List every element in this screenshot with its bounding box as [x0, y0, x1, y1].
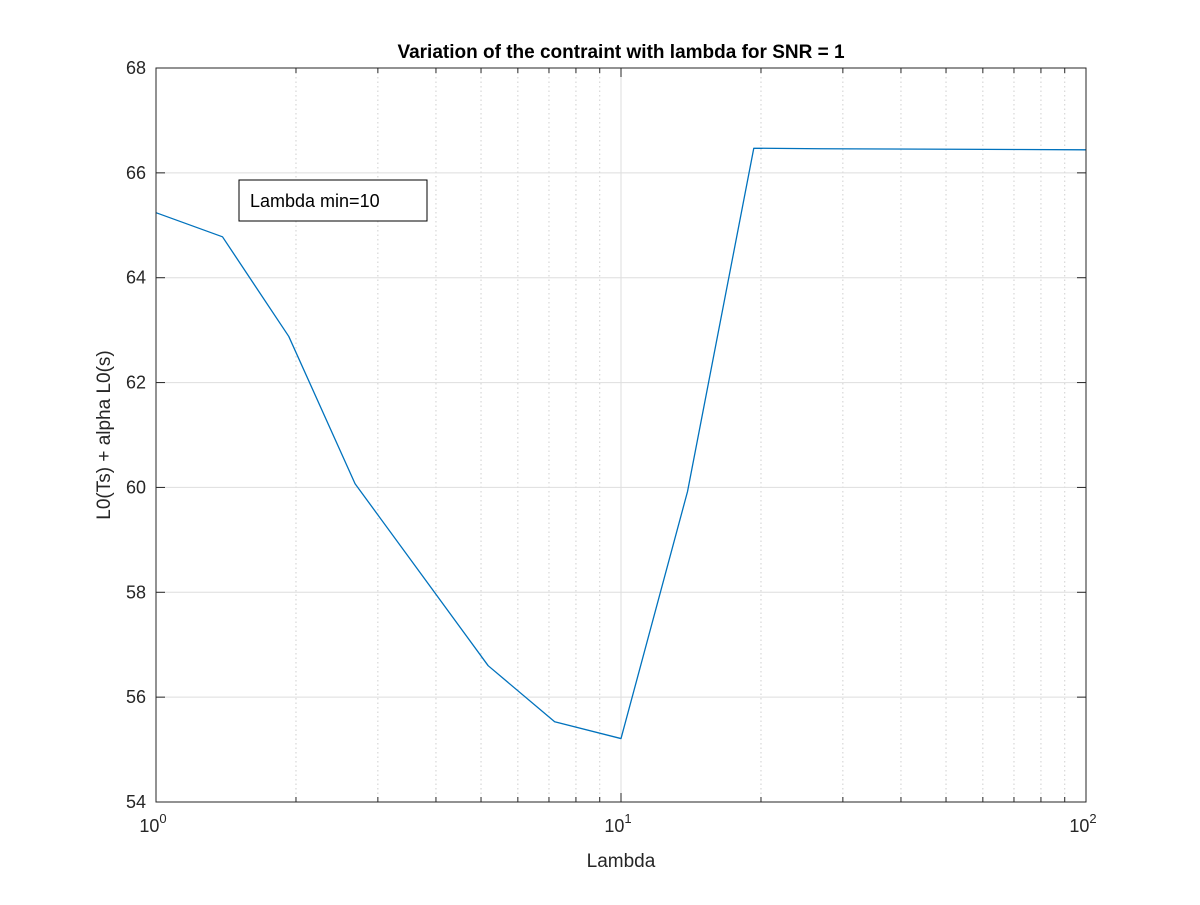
series-layer: [155, 147, 1087, 740]
y-axis-label: L0(Ts) + alpha L0(s): [94, 350, 115, 520]
series-line: [155, 147, 1087, 740]
tick-marks: [155, 67, 1087, 803]
annotation-text: Lambda min=10: [250, 191, 380, 211]
grid-lines: [156, 68, 1086, 802]
annotation-frame: [238, 179, 428, 222]
x-tick-labels: 100 101 102: [139, 811, 1096, 836]
x-tick-label: 100: [139, 811, 166, 836]
y-tick-label: 58: [126, 582, 146, 602]
chart-title: Variation of the contraint with lambda f…: [397, 42, 845, 63]
x-tick-label: 102: [1069, 811, 1096, 836]
y-tick-label: 64: [126, 268, 146, 288]
y-tick-label: 62: [126, 373, 146, 393]
x-axis-label: Lambda: [587, 851, 656, 872]
y-tick-label: 56: [126, 687, 146, 707]
x-tick-label: 101: [604, 811, 631, 836]
y-tick-label: 66: [126, 163, 146, 183]
y-tick-label: 60: [126, 477, 146, 497]
y-tick-label: 54: [126, 792, 146, 812]
y-tick-label: 68: [126, 58, 146, 78]
y-tick-labels: 54 56 58 60 62 64 66 68: [126, 58, 146, 812]
annotation-box: Lambda min=10: [238, 179, 428, 222]
